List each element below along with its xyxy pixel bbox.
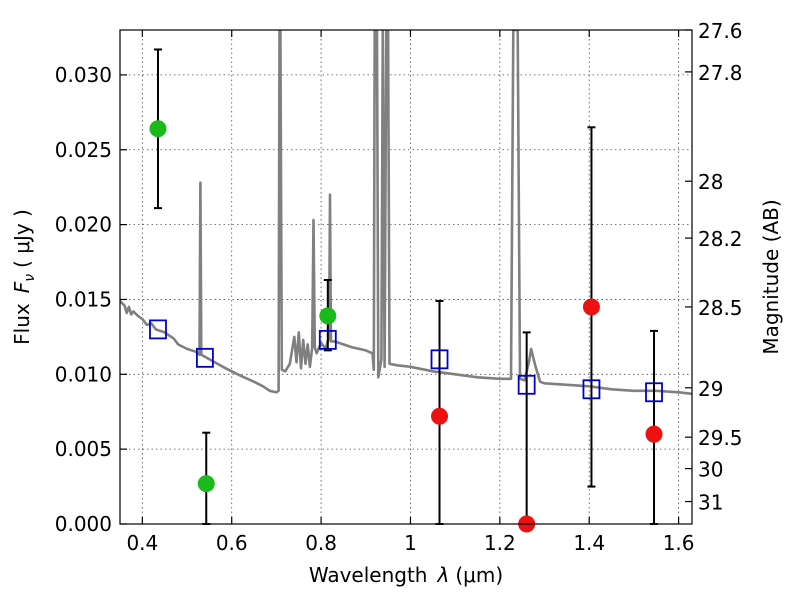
model-square: [582, 379, 601, 400]
y-tick-label: 0.020: [55, 213, 112, 237]
y2-axis-title: Magnitude (AB): [759, 199, 783, 354]
y-axis-title: FluxFν( μJy ): [10, 209, 38, 345]
model-square: [318, 329, 337, 350]
plot-frame: [119, 29, 693, 525]
x-tick-label: 1.6: [663, 531, 695, 555]
y-tick-label: 0.025: [55, 138, 112, 162]
x-tick-label: 0.4: [126, 531, 158, 555]
x-tick-label: 1: [404, 531, 417, 555]
errorbar-layer: [153, 48, 659, 525]
x-tick-label: 1.4: [573, 531, 605, 555]
magnitude-tick-label: 28.2: [698, 227, 743, 251]
magnitude-tick-label: 29: [698, 377, 723, 401]
magnitude-tick-label: 29.5: [698, 426, 743, 450]
y-tick-label: 0.030: [55, 63, 112, 87]
x-tick-label: 0.8: [305, 531, 337, 555]
red-data-point: [645, 425, 663, 443]
x-tick-label: 0.6: [216, 531, 248, 555]
model-square: [149, 319, 167, 340]
red-data-point: [431, 407, 449, 425]
model-square: [645, 382, 663, 403]
axes-layer: 0.4 0.6 0.8 1 1.2 1.4 1.6 0.000 0.005 0.010 0.015 0…: [55, 19, 743, 555]
model-square: [517, 374, 536, 395]
y-tick-label: 0.015: [55, 287, 112, 311]
model-square: [430, 349, 449, 370]
model-square: [196, 347, 214, 368]
x-tick-label: 1.2: [484, 531, 516, 555]
green-data-point: [197, 475, 215, 493]
y-tick-label: 0.005: [55, 437, 112, 461]
magnitude-tick-label: 28.5: [698, 296, 743, 320]
y-tick-label: 0.000: [55, 512, 112, 536]
magnitude-tick-label: 31: [698, 491, 723, 515]
green-data-point: [319, 307, 337, 325]
green-data-point: [149, 120, 167, 138]
red-data-point: [582, 298, 600, 316]
x-axis-title: Wavelength λ (μm): [309, 563, 503, 587]
magnitude-tick-label: 27.8: [698, 61, 743, 85]
magnitude-tick-label: 28: [698, 170, 723, 194]
y-tick-label: 0.010: [55, 362, 112, 386]
spectrum-layer: [120, 30, 692, 396]
spectrum-line: [120, 30, 692, 396]
marker-layer: [149, 120, 663, 533]
magnitude-tick-label: 30: [698, 458, 723, 482]
magnitude-tick-label: 27.6: [698, 19, 743, 43]
